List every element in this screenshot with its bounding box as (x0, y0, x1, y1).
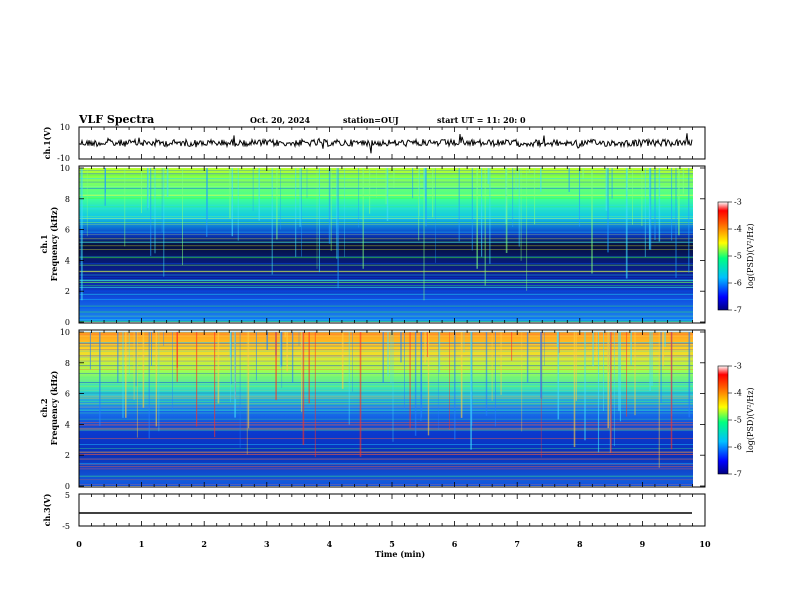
colorbar-tick-label: -7 (734, 470, 742, 479)
colorbar-tick-label: -5 (734, 416, 742, 425)
x-tick-label: 10 (699, 539, 711, 549)
y-tick-label: 10 (60, 328, 70, 337)
colorbar-ch2-gradient (717, 365, 729, 475)
colorbar-tick-label: -4 (734, 389, 742, 398)
ch1-ytick-top: 10 (60, 123, 70, 132)
y-tick-label: 10 (60, 164, 70, 173)
ch3-ytick-bottom: -5 (62, 522, 70, 531)
colorbar-tick-label: -5 (734, 252, 742, 261)
colorbar-tick-label: -6 (734, 443, 742, 452)
x-tick-label: 4 (327, 539, 333, 549)
y-tick-label: 0 (65, 482, 70, 491)
x-tick-label: 5 (389, 539, 395, 549)
ch1-ylabel: ch.1(V) (42, 126, 52, 159)
panel-ch3-waveform: 5 -5 ch.3(V) (42, 491, 706, 531)
x-tick-label: 2 (201, 539, 207, 549)
colorbar-tick-label: -3 (734, 198, 742, 207)
x-axis-tick-labels: 0 1 2 3 4 5 6 7 8 9 10 (76, 539, 711, 549)
ch1-ytick-bottom: -10 (57, 154, 70, 163)
x-tick-label: 0 (76, 539, 82, 549)
y-tick-label: 6 (65, 226, 70, 235)
y-tick-label: 6 (65, 390, 70, 399)
panel-ch1-waveform: 10 -10 ch.1(V) (42, 123, 706, 163)
x-tick-label: 9 (640, 539, 646, 549)
ch2-spec-ylabel-channel: ch.2 (39, 398, 49, 417)
colorbar-ch1-gradient (717, 201, 729, 311)
start-time-text: start UT = 11: 20: 0 (437, 115, 526, 125)
x-tick-label: 1 (139, 539, 145, 549)
ch1-waveform-line (78, 133, 693, 154)
colorbar-tick-label: -7 (734, 306, 742, 315)
y-tick-label: 4 (65, 420, 70, 429)
y-tick-label: 2 (65, 451, 70, 460)
ch2-spec-ylabel-freq: Frequency (kHz) (49, 370, 59, 445)
y-tick-label: 4 (65, 256, 70, 265)
panel-ch2-spectrogram: 10 8 6 4 2 0 ch.2 Frequency (kHz) (39, 328, 706, 491)
x-tick-label: 3 (264, 539, 270, 549)
colorbar-tick-label: -6 (734, 279, 742, 288)
figure-title: VLF Spectra (78, 113, 154, 126)
date-text: Oct. 20, 2024 (250, 115, 311, 125)
colorbar-ch1-label: log(PSD)(V²/Hz) (746, 223, 755, 288)
x-axis-label: Time (min) (375, 549, 425, 559)
colorbar-ch1: -3 -4 -5 -6 -7 log(PSD)(V²/Hz) (717, 198, 755, 315)
station-text: station=OUJ (343, 115, 399, 125)
panel-ch1-spectrogram: 10 8 6 4 2 0 ch.1 Frequency (kHz) (39, 164, 706, 327)
ch1-spec-ylabel-freq: Frequency (kHz) (49, 206, 59, 281)
ch3-ylabel: ch.3(V) (42, 493, 52, 526)
y-tick-label: 0 (65, 318, 70, 327)
ch1-spec-ylabel-channel: ch.1 (39, 234, 49, 253)
colorbar-ch2: -3 -4 -5 -6 -7 log(PSD)(V²/Hz) (717, 362, 755, 479)
colorbar-tick-label: -4 (734, 225, 742, 234)
x-tick-label: 6 (452, 539, 458, 549)
y-tick-label: 8 (65, 359, 70, 368)
y-tick-label: 8 (65, 195, 70, 204)
colorbar-ch2-label: log(PSD)(V²/Hz) (746, 387, 755, 452)
ch3-ytick-top: 5 (65, 491, 70, 500)
ch2-spectrogram-image (79, 332, 693, 486)
x-tick-label: 7 (514, 539, 520, 549)
x-tick-label: 8 (577, 539, 583, 549)
colorbar-tick-label: -3 (734, 362, 742, 371)
y-tick-label: 2 (65, 287, 70, 296)
